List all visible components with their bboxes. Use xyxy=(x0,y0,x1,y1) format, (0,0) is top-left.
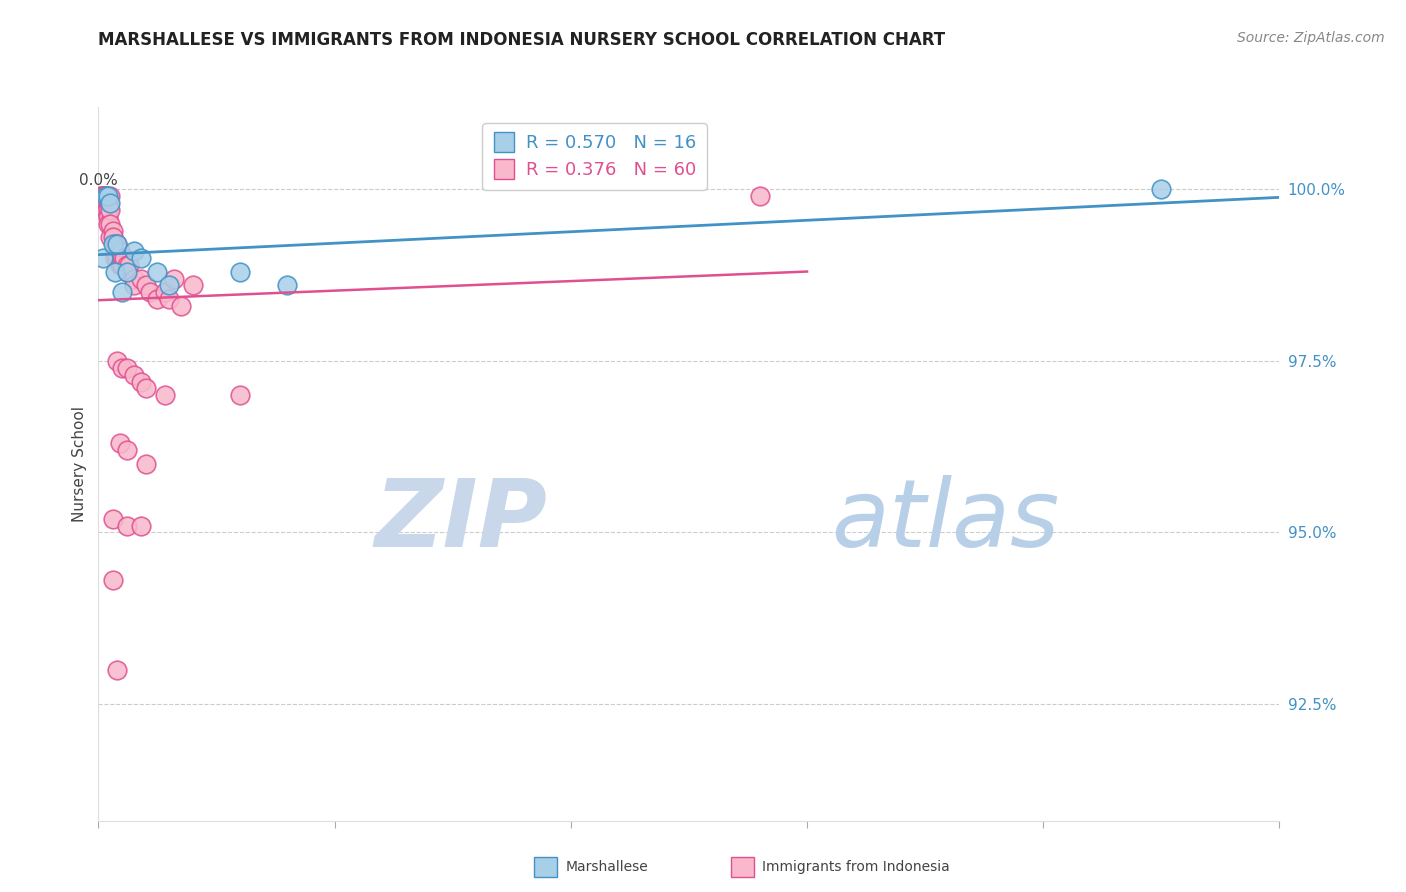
Point xyxy=(97,196,120,211)
Point xyxy=(229,388,252,402)
Point xyxy=(122,244,145,259)
Point xyxy=(108,436,131,450)
Point xyxy=(94,202,117,217)
Point xyxy=(101,223,124,237)
Point xyxy=(181,278,204,293)
Point xyxy=(91,189,114,203)
Point xyxy=(129,251,152,265)
Point xyxy=(105,237,128,252)
Point xyxy=(122,278,145,293)
Point xyxy=(157,278,180,293)
Point xyxy=(105,237,128,252)
Point xyxy=(97,210,120,224)
Point xyxy=(115,443,138,458)
Point xyxy=(104,244,127,259)
Y-axis label: Nursery School: Nursery School xyxy=(72,406,87,522)
Point xyxy=(94,196,117,211)
Point xyxy=(108,244,131,259)
Point xyxy=(139,285,162,300)
Point xyxy=(105,251,128,265)
Point xyxy=(98,217,121,231)
Point xyxy=(90,189,112,203)
Point xyxy=(111,360,134,375)
Point xyxy=(1150,182,1173,196)
Point xyxy=(101,574,124,588)
Point xyxy=(98,202,121,217)
Point xyxy=(104,237,127,252)
Legend: R = 0.570   N = 16, R = 0.376   N = 60: R = 0.570 N = 16, R = 0.376 N = 60 xyxy=(482,123,707,190)
Text: ZIP: ZIP xyxy=(374,475,547,567)
Point xyxy=(91,189,114,203)
Point xyxy=(118,258,141,272)
Point xyxy=(229,265,252,279)
Point xyxy=(94,189,117,203)
Point xyxy=(111,251,134,265)
Point xyxy=(115,265,138,279)
Point xyxy=(104,265,127,279)
Point xyxy=(91,251,114,265)
Point xyxy=(115,265,138,279)
Point xyxy=(276,278,298,293)
Point xyxy=(101,237,124,252)
Point xyxy=(146,292,169,306)
Point xyxy=(153,388,176,402)
Text: Marshallese: Marshallese xyxy=(565,860,648,874)
Point xyxy=(98,189,121,203)
Point xyxy=(98,196,121,211)
Point xyxy=(104,251,127,265)
Point xyxy=(94,189,117,203)
Point xyxy=(98,230,121,244)
Text: MARSHALLESE VS IMMIGRANTS FROM INDONESIA NURSERY SCHOOL CORRELATION CHART: MARSHALLESE VS IMMIGRANTS FROM INDONESIA… xyxy=(98,31,946,49)
Text: Immigrants from Indonesia: Immigrants from Indonesia xyxy=(762,860,950,874)
Point xyxy=(105,354,128,368)
Point xyxy=(129,271,152,285)
Point xyxy=(115,258,138,272)
Point xyxy=(122,271,145,285)
Point xyxy=(115,518,138,533)
Text: atlas: atlas xyxy=(831,475,1059,566)
Point xyxy=(101,512,124,526)
Point xyxy=(91,189,114,203)
Point xyxy=(163,271,186,285)
Point xyxy=(90,189,112,203)
Point xyxy=(153,285,176,300)
Text: 0.0%: 0.0% xyxy=(79,173,118,187)
Point xyxy=(170,299,193,313)
Point xyxy=(115,360,138,375)
Point xyxy=(112,251,135,265)
Point xyxy=(101,230,124,244)
Point xyxy=(135,278,157,293)
Point xyxy=(129,518,152,533)
Point xyxy=(94,189,117,203)
Point xyxy=(146,265,169,279)
Point xyxy=(97,217,120,231)
Point xyxy=(97,202,120,217)
Point xyxy=(135,457,157,471)
Point xyxy=(135,381,157,395)
Point xyxy=(111,258,134,272)
Text: Source: ZipAtlas.com: Source: ZipAtlas.com xyxy=(1237,31,1385,45)
Point xyxy=(108,258,131,272)
Point xyxy=(111,285,134,300)
Point xyxy=(122,368,145,382)
Point xyxy=(748,189,770,203)
Point xyxy=(105,663,128,677)
Point xyxy=(129,375,152,389)
Point xyxy=(157,292,180,306)
Point xyxy=(97,189,120,203)
